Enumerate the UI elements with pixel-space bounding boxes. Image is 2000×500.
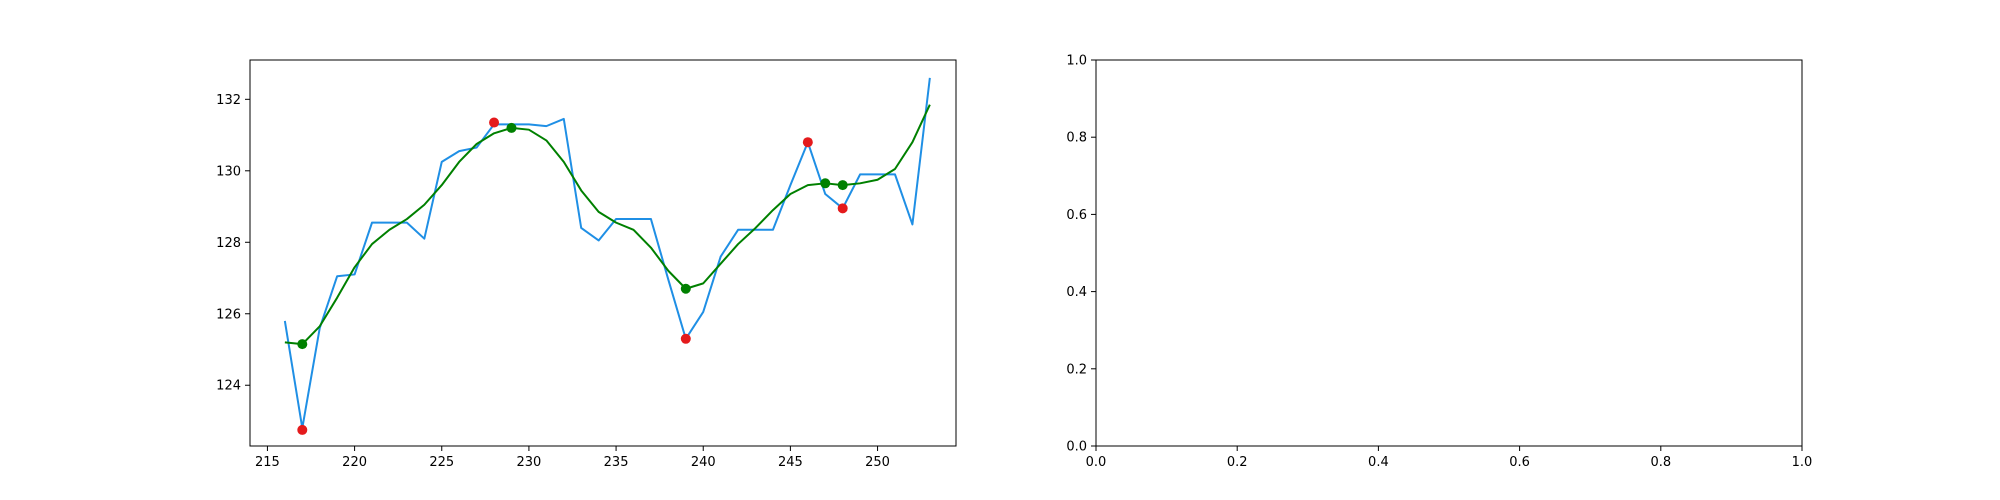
- left-x-tick-label: 240: [691, 455, 716, 470]
- right-y-tick-label: 0.2: [1066, 362, 1087, 377]
- left-series-3-point: [680, 283, 691, 294]
- left-y-tick-label: 128: [216, 236, 241, 251]
- right-x-tick-label: 0.4: [1368, 455, 1389, 470]
- right-x-tick-label: 0.2: [1227, 455, 1248, 470]
- left-x-tick-label: 235: [604, 455, 629, 470]
- left-series-line-0: [283, 77, 931, 430]
- left-x-tick-label: 245: [778, 455, 803, 470]
- left-x-tick-label: 215: [255, 455, 280, 470]
- left-x-tick-label: 225: [429, 455, 454, 470]
- left-series-3-point: [820, 178, 831, 189]
- left-y-tick-label: 132: [216, 93, 241, 108]
- left-y-tick-label: 130: [216, 164, 241, 179]
- right-y-tick-label: 1.0: [1066, 54, 1087, 69]
- right-x-tick-label: 0.6: [1509, 455, 1530, 470]
- left-series-3-point: [837, 180, 848, 191]
- right-x-tick-label: 0.8: [1650, 455, 1671, 470]
- right-y-tick-label: 0.6: [1066, 208, 1087, 223]
- left-y-tick-label: 124: [216, 379, 241, 394]
- right-y-tick-label: 0.8: [1066, 131, 1087, 146]
- left-series-2-point: [489, 117, 500, 128]
- left-series-3-point: [297, 339, 308, 350]
- right-x-tick-label: 1.0: [1792, 455, 1813, 470]
- right-y-tick-label: 0.4: [1066, 285, 1087, 300]
- right-axes-frame: [1095, 59, 1803, 447]
- left-x-tick-label: 220: [342, 455, 367, 470]
- left-series-line-1: [284, 104, 931, 346]
- left-y-tick-label: 126: [216, 307, 241, 322]
- right-x-tick-label: 0.0: [1086, 455, 1107, 470]
- left-axes-frame: [249, 59, 957, 447]
- left-series-2-point: [837, 203, 848, 214]
- left-x-tick-label: 250: [865, 455, 890, 470]
- left-x-tick-label: 230: [516, 455, 541, 470]
- left-series-2-point: [680, 333, 691, 344]
- left-plot-panel: 215 220 225 230 235 240 245 250 124 126 128 130 132: [216, 59, 957, 470]
- right-y-tick-label: 0.0: [1066, 440, 1087, 455]
- right-plot-panel: 0.0 0.2 0.4 0.6 0.8 1.0 0.0 0.2 0.4 0.6 0.8 1.0: [1066, 54, 1812, 471]
- left-series-2-point: [297, 424, 308, 435]
- left-series-2-point: [802, 137, 813, 148]
- left-series-3-point: [506, 122, 517, 133]
